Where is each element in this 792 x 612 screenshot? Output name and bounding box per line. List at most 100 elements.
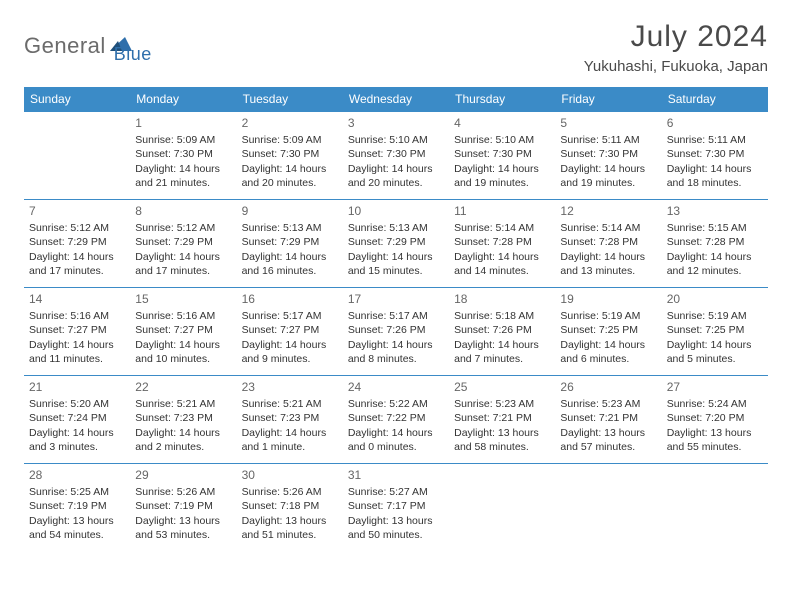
sunrise-text: Sunrise: 5:23 AM [560,397,656,411]
day-number: 9 [242,203,338,219]
daylight-text: Daylight: 14 hours and 7 minutes. [454,338,550,366]
sunset-text: Sunset: 7:28 PM [667,235,763,249]
daylight-text: Daylight: 14 hours and 17 minutes. [29,250,125,278]
sunrise-text: Sunrise: 5:25 AM [29,485,125,499]
daylight-text: Daylight: 14 hours and 19 minutes. [560,162,656,190]
day-number: 23 [242,379,338,395]
daylight-text: Daylight: 14 hours and 9 minutes. [242,338,338,366]
calendar-week-row: 14Sunrise: 5:16 AMSunset: 7:27 PMDayligh… [24,288,768,376]
daylight-text: Daylight: 13 hours and 58 minutes. [454,426,550,454]
day-number: 5 [560,115,656,131]
calendar-week-row: 21Sunrise: 5:20 AMSunset: 7:24 PMDayligh… [24,376,768,464]
day-number: 20 [667,291,763,307]
calendar-day-cell: 29Sunrise: 5:26 AMSunset: 7:19 PMDayligh… [130,464,236,552]
calendar-day-cell: 21Sunrise: 5:20 AMSunset: 7:24 PMDayligh… [24,376,130,464]
daylight-text: Daylight: 14 hours and 2 minutes. [135,426,231,454]
calendar-week-row: 28Sunrise: 5:25 AMSunset: 7:19 PMDayligh… [24,464,768,552]
title-block: July 2024 Yukuhashi, Fukuoka, Japan [584,20,768,75]
day-number: 25 [454,379,550,395]
sunrise-text: Sunrise: 5:09 AM [135,133,231,147]
sunrise-text: Sunrise: 5:26 AM [135,485,231,499]
sunrise-text: Sunrise: 5:13 AM [242,221,338,235]
daylight-text: Daylight: 14 hours and 10 minutes. [135,338,231,366]
day-header: Friday [555,87,661,112]
sunrise-text: Sunrise: 5:11 AM [560,133,656,147]
day-number: 21 [29,379,125,395]
sunset-text: Sunset: 7:30 PM [242,147,338,161]
calendar-empty-cell [449,464,555,552]
sunrise-text: Sunrise: 5:19 AM [667,309,763,323]
sunrise-text: Sunrise: 5:26 AM [242,485,338,499]
sunset-text: Sunset: 7:29 PM [29,235,125,249]
calendar-day-cell: 9Sunrise: 5:13 AMSunset: 7:29 PMDaylight… [237,200,343,288]
sunset-text: Sunset: 7:29 PM [348,235,444,249]
daylight-text: Daylight: 14 hours and 0 minutes. [348,426,444,454]
sunset-text: Sunset: 7:26 PM [348,323,444,337]
daylight-text: Daylight: 14 hours and 17 minutes. [135,250,231,278]
calendar-day-cell: 14Sunrise: 5:16 AMSunset: 7:27 PMDayligh… [24,288,130,376]
sunrise-text: Sunrise: 5:17 AM [348,309,444,323]
sunrise-text: Sunrise: 5:13 AM [348,221,444,235]
daylight-text: Daylight: 13 hours and 55 minutes. [667,426,763,454]
day-number: 2 [242,115,338,131]
day-header: Tuesday [237,87,343,112]
sunset-text: Sunset: 7:30 PM [560,147,656,161]
sunset-text: Sunset: 7:25 PM [560,323,656,337]
day-number: 26 [560,379,656,395]
daylight-text: Daylight: 14 hours and 19 minutes. [454,162,550,190]
day-number: 3 [348,115,444,131]
daylight-text: Daylight: 14 hours and 16 minutes. [242,250,338,278]
daylight-text: Daylight: 13 hours and 50 minutes. [348,514,444,542]
sunrise-text: Sunrise: 5:19 AM [560,309,656,323]
calendar-day-cell: 27Sunrise: 5:24 AMSunset: 7:20 PMDayligh… [662,376,768,464]
daylight-text: Daylight: 13 hours and 51 minutes. [242,514,338,542]
calendar-page: General Blue July 2024 Yukuhashi, Fukuok… [0,0,792,572]
day-number: 13 [667,203,763,219]
calendar-day-cell: 10Sunrise: 5:13 AMSunset: 7:29 PMDayligh… [343,200,449,288]
sunset-text: Sunset: 7:19 PM [29,499,125,513]
day-number: 1 [135,115,231,131]
calendar-day-cell: 25Sunrise: 5:23 AMSunset: 7:21 PMDayligh… [449,376,555,464]
daylight-text: Daylight: 14 hours and 1 minute. [242,426,338,454]
logo: General Blue [24,20,152,65]
sunrise-text: Sunrise: 5:18 AM [454,309,550,323]
daylight-text: Daylight: 14 hours and 3 minutes. [29,426,125,454]
calendar-day-cell: 11Sunrise: 5:14 AMSunset: 7:28 PMDayligh… [449,200,555,288]
day-header: Saturday [662,87,768,112]
sunrise-text: Sunrise: 5:11 AM [667,133,763,147]
daylight-text: Daylight: 14 hours and 13 minutes. [560,250,656,278]
calendar-day-cell: 12Sunrise: 5:14 AMSunset: 7:28 PMDayligh… [555,200,661,288]
calendar-day-cell: 3Sunrise: 5:10 AMSunset: 7:30 PMDaylight… [343,112,449,200]
calendar-empty-cell [662,464,768,552]
day-number: 24 [348,379,444,395]
daylight-text: Daylight: 14 hours and 11 minutes. [29,338,125,366]
sunrise-text: Sunrise: 5:10 AM [454,133,550,147]
day-header: Sunday [24,87,130,112]
calendar-day-cell: 16Sunrise: 5:17 AMSunset: 7:27 PMDayligh… [237,288,343,376]
daylight-text: Daylight: 14 hours and 5 minutes. [667,338,763,366]
day-number: 27 [667,379,763,395]
daylight-text: Daylight: 14 hours and 12 minutes. [667,250,763,278]
calendar-day-cell: 5 Sunrise: 5:11 AMSunset: 7:30 PMDaylight… [555,112,661,200]
logo-text-general: General [24,33,106,59]
day-number: 17 [348,291,444,307]
calendar-day-cell: 23Sunrise: 5:21 AMSunset: 7:23 PMDayligh… [237,376,343,464]
day-number: 16 [242,291,338,307]
sunrise-text: Sunrise: 5:22 AM [348,397,444,411]
month-title: July 2024 [584,20,768,54]
sunrise-text: Sunrise: 5:12 AM [135,221,231,235]
sunrise-text: Sunrise: 5:23 AM [454,397,550,411]
sunset-text: Sunset: 7:23 PM [135,411,231,425]
page-header: General Blue July 2024 Yukuhashi, Fukuok… [24,20,768,75]
day-header-row: SundayMondayTuesdayWednesdayThursdayFrid… [24,87,768,112]
day-number: 4 [454,115,550,131]
sunrise-text: Sunrise: 5:14 AM [560,221,656,235]
daylight-text: Daylight: 14 hours and 14 minutes. [454,250,550,278]
calendar-day-cell: 31Sunrise: 5:27 AMSunset: 7:17 PMDayligh… [343,464,449,552]
day-number: 28 [29,467,125,483]
day-number: 15 [135,291,231,307]
calendar-day-cell: 22Sunrise: 5:21 AMSunset: 7:23 PMDayligh… [130,376,236,464]
day-number: 30 [242,467,338,483]
sunset-text: Sunset: 7:19 PM [135,499,231,513]
daylight-text: Daylight: 14 hours and 8 minutes. [348,338,444,366]
